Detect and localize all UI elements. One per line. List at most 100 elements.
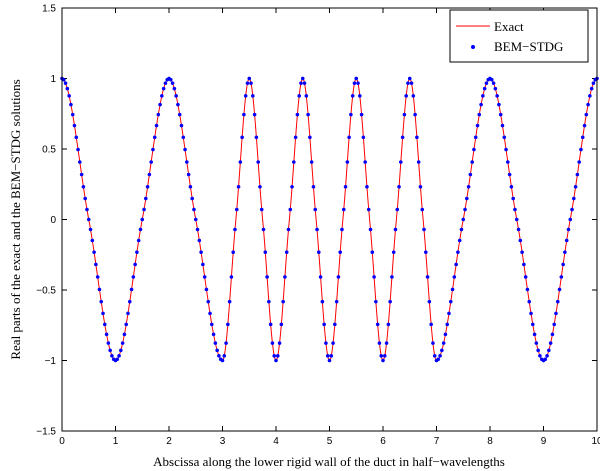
- bem-stdg-marker: [69, 102, 73, 107]
- bem-stdg-marker: [429, 322, 433, 327]
- bem-stdg-marker: [573, 184, 578, 189]
- y-tick-label-5: 1: [50, 74, 56, 85]
- bem-stdg-marker: [481, 94, 485, 98]
- bem-stdg-marker: [482, 86, 487, 91]
- bem-stdg-marker: [363, 160, 368, 164]
- bem-stdg-marker: [334, 299, 339, 304]
- bem-stdg-marker: [115, 357, 120, 362]
- bem-stdg-marker: [461, 217, 466, 222]
- bem-stdg-marker: [327, 358, 332, 363]
- bem-stdg-marker: [142, 207, 146, 212]
- y-tick-label-4: 0.5: [42, 145, 56, 156]
- bem-stdg-marker: [106, 341, 111, 345]
- bem-stdg-marker: [279, 322, 284, 327]
- bem-stdg-marker: [554, 311, 558, 316]
- bem-stdg-marker: [290, 184, 294, 189]
- bem-stdg-marker: [299, 81, 303, 86]
- bem-stdg-marker: [79, 172, 84, 177]
- bem-stdg-marker: [199, 250, 203, 255]
- bem-stdg-marker: [329, 353, 334, 358]
- bem-stdg-marker: [316, 250, 321, 255]
- bem-stdg-marker: [259, 207, 264, 212]
- bem-stdg-marker: [534, 341, 539, 345]
- bem-stdg-marker: [283, 275, 287, 279]
- bem-stdg-marker: [382, 353, 387, 358]
- y-axis-title: Real parts of the exact and the BEM−STDG…: [8, 79, 23, 359]
- bem-stdg-marker: [395, 207, 400, 212]
- bem-stdg-marker: [520, 250, 524, 255]
- bem-stdg-marker: [472, 147, 476, 152]
- bem-stdg-marker: [361, 135, 366, 140]
- bem-stdg-marker: [135, 250, 139, 255]
- bem-stdg-marker: [270, 341, 275, 345]
- bem-stdg-marker: [308, 135, 312, 140]
- bem-stdg-marker: [136, 238, 141, 243]
- bem-stdg-marker: [468, 172, 473, 177]
- bem-stdg-marker: [575, 172, 580, 177]
- bem-stdg-marker: [356, 81, 360, 86]
- bem-stdg-marker: [438, 353, 442, 358]
- bem-stdg-marker: [277, 341, 282, 345]
- x-tick-label-7: 7: [434, 436, 440, 447]
- bem-stdg-marker: [102, 322, 107, 327]
- x-tick-label-6: 6: [380, 436, 386, 447]
- series-layer: [60, 76, 599, 363]
- bem-stdg-marker: [509, 184, 514, 189]
- x-tick-label-8: 8: [487, 436, 493, 447]
- bem-stdg-marker: [192, 207, 196, 212]
- bem-stdg-marker: [391, 250, 396, 255]
- bem-stdg-marker: [504, 147, 508, 152]
- bem-stdg-marker: [236, 184, 241, 189]
- tick-labels: 0 1 2 3 4 5 6 7 8 9 10 −1.5 −1 −0.5 0 0.5 1 1.5: [36, 4, 600, 448]
- bem-stdg-marker: [222, 353, 227, 358]
- bem-stdg-marker: [263, 250, 268, 255]
- bem-stdg-marker: [209, 322, 214, 327]
- bem-stdg-marker: [133, 262, 137, 267]
- bem-stdg-marker: [381, 358, 385, 363]
- bem-stdg-marker: [181, 135, 186, 140]
- bem-stdg-marker: [340, 227, 344, 232]
- bem-stdg-marker: [126, 311, 130, 316]
- bem-stdg-marker: [354, 76, 359, 81]
- bem-stdg-marker: [295, 112, 300, 117]
- bem-stdg-marker: [131, 275, 136, 279]
- bem-stdg-marker: [497, 102, 501, 107]
- bem-stdg-marker: [94, 262, 98, 267]
- x-tick-label-9: 9: [541, 436, 547, 447]
- bem-stdg-marker: [432, 353, 437, 358]
- bem-stdg-marker: [525, 287, 530, 292]
- bem-stdg-marker: [584, 112, 589, 117]
- bem-stdg-marker: [450, 287, 455, 292]
- bem-stdg-marker: [564, 238, 569, 243]
- bem-stdg-marker: [359, 112, 364, 117]
- bem-stdg-marker: [77, 160, 82, 164]
- bem-stdg-marker: [500, 123, 505, 128]
- bem-stdg-marker: [370, 250, 375, 255]
- bem-stdg-marker: [120, 341, 125, 345]
- bem-stdg-marker: [293, 135, 298, 140]
- bem-stdg-marker: [233, 227, 237, 232]
- bem-stdg-marker: [258, 184, 262, 189]
- bem-stdg-marker: [347, 135, 351, 140]
- bem-stdg-marker: [477, 112, 482, 117]
- bem-stdg-marker: [505, 160, 510, 164]
- bem-stdg-marker: [193, 217, 198, 222]
- bem-stdg-marker: [274, 358, 278, 363]
- bem-stdg-marker: [555, 299, 560, 304]
- bem-stdg-marker: [161, 86, 166, 91]
- bem-stdg-marker: [224, 341, 228, 345]
- bem-stdg-marker: [160, 94, 164, 98]
- bem-stdg-marker: [398, 160, 403, 164]
- bem-stdg-marker: [288, 207, 293, 212]
- bem-stdg-marker: [313, 207, 318, 212]
- bem-stdg-marker: [409, 81, 414, 86]
- series-markers-bem-stdg: [60, 76, 599, 363]
- x-tick-label-2: 2: [166, 436, 172, 447]
- bem-stdg-marker: [331, 341, 335, 345]
- bem-stdg-marker: [579, 147, 583, 152]
- bem-stdg-marker: [85, 207, 89, 212]
- bem-stdg-marker: [306, 112, 310, 117]
- bem-stdg-marker: [265, 275, 269, 279]
- bem-stdg-marker: [156, 112, 161, 117]
